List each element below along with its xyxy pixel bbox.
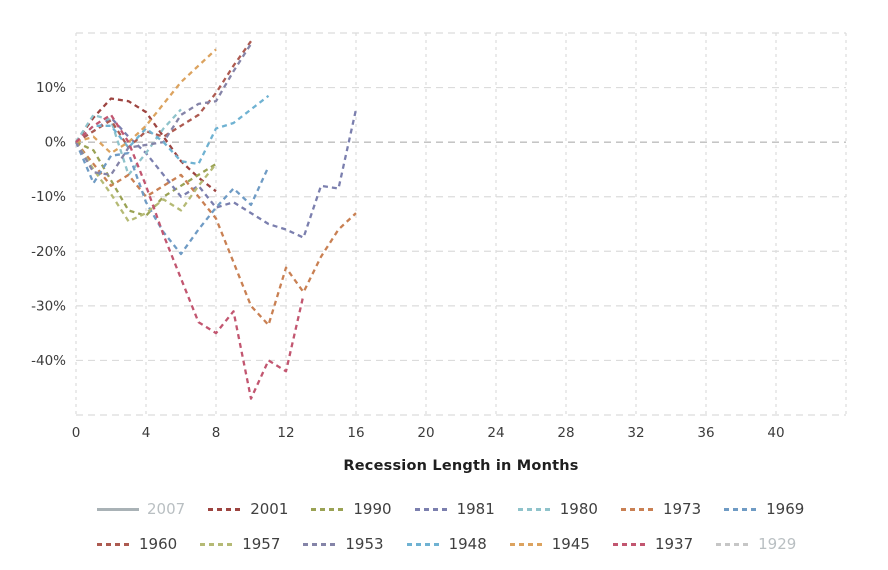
series-line-1969 — [74, 141, 270, 256]
legend-label-1929: 1929 — [758, 535, 797, 553]
legend-item-1953[interactable]: 1953 — [303, 534, 384, 554]
y-tick-label: -10% — [31, 189, 66, 205]
legend-item-1937[interactable]: 1937 — [612, 534, 694, 554]
legend-swatch-1960 — [97, 542, 131, 546]
legend-swatch-1969 — [724, 507, 759, 511]
legend-item-1929[interactable]: 1929 — [716, 534, 796, 554]
legend-label-2001: 2001 — [250, 500, 289, 518]
chart-legend: 2007 2001 1990 1981 1980 1973 1969 1960 1957 1953… — [97, 499, 877, 554]
legend-label-1957: 1957 — [242, 535, 281, 553]
x-tick-label: 0 — [72, 425, 81, 441]
series-line-1973 — [75, 141, 357, 327]
legend-swatch-1945 — [509, 542, 544, 546]
legend-swatch-1981 — [414, 507, 449, 511]
legend-swatch-1990 — [311, 507, 346, 511]
legend-swatch-2001 — [208, 507, 243, 511]
legend-label-1953: 1953 — [345, 535, 384, 553]
legend-item-1973[interactable]: 1973 — [620, 499, 702, 519]
legend-label-1937: 1937 — [654, 535, 694, 553]
legend-label-2007: 2007 — [147, 500, 186, 518]
x-tick-label: 24 — [487, 425, 504, 441]
y-tick-label: -40% — [31, 353, 66, 369]
x-tick-label: 28 — [557, 425, 574, 441]
legend-swatch-1948 — [406, 542, 441, 546]
legend-swatch-1980 — [517, 507, 552, 511]
legend-item-1945[interactable]: 1945 — [509, 534, 590, 554]
x-tick-label: 20 — [417, 425, 434, 441]
legend-label-1960: 1960 — [139, 535, 178, 553]
legend-swatch-1953 — [303, 542, 338, 546]
x-tick-label: 40 — [767, 425, 784, 441]
plot-area: 10% 0% -10% -20% -30% -40% 0 4 8 12 16 20 24 28 32 36 40 — [31, 32, 847, 441]
legend-label-1945: 1945 — [551, 535, 590, 553]
series-line-1980 — [75, 108, 182, 177]
legend-label-1969: 1969 — [766, 500, 805, 518]
legend-item-1957[interactable]: 1957 — [200, 534, 280, 554]
series-line-1953 — [75, 43, 252, 177]
legend-item-2007[interactable]: 2007 — [97, 499, 185, 519]
y-tick-label: -30% — [31, 298, 66, 314]
legend-item-1981[interactable]: 1981 — [414, 499, 495, 519]
series-line-1948 — [75, 94, 270, 166]
legend-item-1969[interactable]: 1969 — [724, 499, 804, 519]
legend-label-1981: 1981 — [456, 500, 495, 518]
legend-swatch-1957 — [200, 542, 235, 546]
legend-item-1980[interactable]: 1980 — [517, 499, 598, 519]
x-tick-label: 36 — [697, 425, 714, 441]
x-tick-label: 16 — [347, 425, 364, 441]
legend-swatch-1937 — [612, 542, 647, 546]
legend-item-1990[interactable]: 1990 — [311, 499, 392, 519]
legend-swatch-2007 — [97, 507, 139, 511]
series-line-1945 — [75, 48, 217, 155]
legend-label-1990: 1990 — [353, 500, 392, 518]
y-tick-label: -20% — [31, 244, 66, 260]
x-tick-label: 12 — [277, 425, 294, 441]
x-tick-label: 8 — [212, 425, 221, 441]
series-line-1990 — [75, 141, 217, 217]
series-line-2001 — [75, 97, 217, 193]
series-line-1937 — [75, 113, 305, 400]
legend-item-1960[interactable]: 1960 — [97, 534, 177, 554]
legend-swatch-1929 — [716, 542, 751, 546]
legend-swatch-1973 — [620, 507, 655, 511]
y-tick-label: 0% — [45, 135, 67, 151]
legend-item-2001[interactable]: 2001 — [208, 499, 288, 519]
x-tick-label: 4 — [142, 425, 151, 441]
y-tick-label: 10% — [36, 80, 66, 96]
series-line-1960 — [75, 40, 252, 149]
legend-label-1973: 1973 — [662, 500, 702, 518]
legend-item-1948[interactable]: 1948 — [406, 534, 487, 554]
legend-label-1948: 1948 — [448, 535, 487, 553]
x-axis-title: Recession Length in Months — [343, 458, 579, 474]
x-tick-label: 32 — [627, 425, 644, 441]
legend-label-1980: 1980 — [559, 500, 598, 518]
